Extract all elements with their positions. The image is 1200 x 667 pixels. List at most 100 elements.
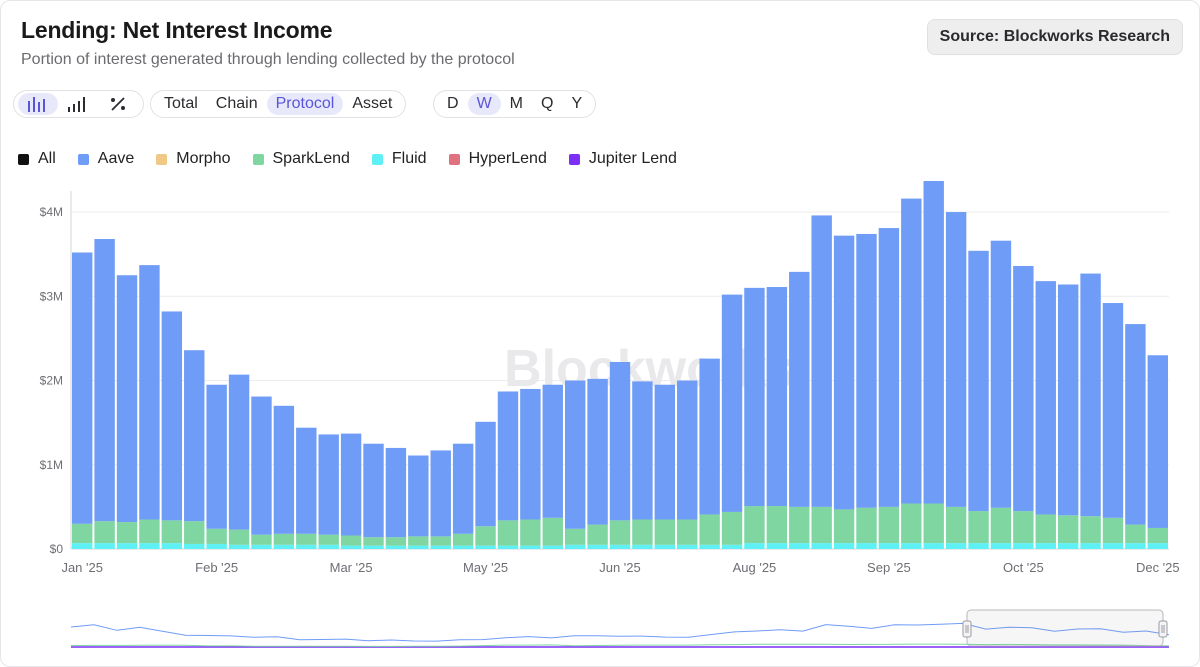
legend-swatch bbox=[568, 153, 580, 165]
legend-item-morpho[interactable]: Morpho bbox=[156, 150, 231, 168]
bar-fluid bbox=[497, 545, 519, 549]
bar-fluid bbox=[699, 544, 720, 549]
bar-aave bbox=[184, 350, 205, 522]
navigator-handle-left[interactable] bbox=[962, 620, 972, 638]
bar-sparklend bbox=[564, 528, 586, 545]
legend-label: HyperLend bbox=[468, 150, 547, 167]
bar-fluid bbox=[945, 543, 967, 549]
navigator-selection bbox=[966, 609, 1164, 647]
interval-year[interactable]: Y bbox=[571, 95, 583, 112]
tab-total[interactable]: Total bbox=[164, 95, 198, 112]
bar-chart-button[interactable] bbox=[18, 93, 58, 115]
y-tick-label: $2M bbox=[40, 374, 63, 388]
bar-sparklend bbox=[1013, 511, 1034, 544]
bar-fluid bbox=[408, 545, 429, 549]
tab-asset[interactable]: Asset bbox=[352, 95, 393, 112]
cumulative-bar-icon bbox=[68, 97, 85, 112]
interval-week[interactable]: W bbox=[467, 93, 501, 115]
bar-aave bbox=[1147, 355, 1168, 528]
percent-icon bbox=[111, 97, 125, 111]
bar-sparklend bbox=[856, 507, 877, 544]
bar-sparklend bbox=[677, 519, 698, 545]
bar-aave bbox=[139, 265, 160, 520]
legend-item-hyperlend[interactable]: HyperLend bbox=[448, 150, 547, 168]
bar-aave bbox=[1125, 324, 1146, 525]
tab-protocol[interactable]: Protocol bbox=[266, 93, 344, 115]
bar-fluid bbox=[1102, 543, 1124, 549]
bar-fluid bbox=[766, 543, 788, 549]
bar-aave bbox=[1013, 265, 1034, 512]
bar-aave bbox=[475, 421, 496, 527]
bar-aave bbox=[789, 271, 810, 507]
bar-sparklend bbox=[363, 537, 384, 546]
bar-fluid bbox=[744, 543, 765, 549]
legend-label: SparkLend bbox=[272, 150, 350, 167]
bar-chart-icon bbox=[28, 97, 45, 112]
percent-button[interactable] bbox=[98, 93, 138, 115]
bar-fluid bbox=[542, 545, 563, 549]
source-badge[interactable]: Source: Blockworks Research bbox=[926, 19, 1183, 55]
bar-fluid bbox=[72, 543, 93, 549]
range-navigator[interactable] bbox=[1, 601, 1200, 656]
interval-month[interactable]: M bbox=[509, 95, 523, 112]
y-tick-label: $4M bbox=[40, 205, 63, 219]
x-tick-label: Jan '25 bbox=[61, 560, 103, 575]
bar-aave bbox=[161, 311, 183, 521]
bar-aave bbox=[878, 228, 900, 507]
bar-sparklend bbox=[452, 533, 474, 546]
bar-aave bbox=[72, 252, 93, 524]
bar-fluid bbox=[1057, 543, 1079, 549]
bar-fluid bbox=[273, 544, 295, 549]
navigator-line bbox=[70, 622, 1170, 642]
bar-sparklend bbox=[475, 526, 496, 546]
bar-fluid bbox=[677, 544, 698, 549]
bar-fluid bbox=[184, 543, 205, 549]
bar-aave bbox=[677, 380, 698, 520]
navigator-line bbox=[70, 643, 1170, 647]
x-tick-label: May '25 bbox=[463, 560, 508, 575]
bar-aave bbox=[766, 287, 788, 507]
bar-sparklend bbox=[1057, 515, 1079, 544]
y-tick-label: $0 bbox=[50, 542, 64, 556]
bar-aave bbox=[744, 287, 765, 507]
bar-aave bbox=[318, 434, 339, 535]
navigator-handle-right[interactable] bbox=[1158, 620, 1168, 638]
interval-day[interactable]: D bbox=[447, 95, 459, 112]
legend-item-aave[interactable]: Aave bbox=[77, 150, 134, 168]
bar-aave bbox=[228, 374, 250, 530]
bar-sparklend bbox=[273, 533, 295, 545]
legend-item-fluid[interactable]: Fluid bbox=[371, 150, 427, 168]
bar-aave bbox=[968, 250, 989, 512]
legend-label: Jupiter Lend bbox=[588, 150, 677, 167]
interval-quarter[interactable]: Q bbox=[541, 95, 554, 112]
cumulative-bar-button[interactable] bbox=[58, 93, 98, 115]
bar-fluid bbox=[430, 545, 451, 549]
bar-sparklend bbox=[878, 506, 900, 544]
bar-sparklend bbox=[184, 521, 205, 544]
bar-aave bbox=[206, 384, 227, 529]
bar-fluid bbox=[968, 543, 989, 549]
bar-fluid bbox=[385, 545, 407, 549]
bar-fluid bbox=[654, 544, 676, 549]
bar-aave bbox=[811, 215, 832, 507]
bar-aave bbox=[856, 233, 877, 508]
tab-chain[interactable]: Chain bbox=[215, 95, 258, 112]
bar-sparklend bbox=[1125, 524, 1146, 544]
bar-aave bbox=[609, 361, 631, 521]
bar-fluid bbox=[318, 544, 339, 549]
legend-swatch bbox=[252, 153, 264, 165]
bar-aave bbox=[542, 384, 563, 518]
groupby-tabs: Total Chain Protocol Asset bbox=[150, 90, 407, 118]
legend-item-jupiter-lend[interactable]: Jupiter Lend bbox=[568, 150, 677, 168]
legend-item-all[interactable]: All bbox=[18, 150, 56, 168]
bar-sparklend bbox=[901, 503, 922, 544]
bar-aave bbox=[990, 240, 1012, 508]
bar-fluid bbox=[564, 544, 586, 549]
x-tick-label: Jun '25 bbox=[599, 560, 641, 575]
legend-label: Morpho bbox=[176, 150, 231, 167]
bar-aave bbox=[564, 380, 586, 529]
legend-label: All bbox=[38, 150, 56, 167]
bar-fluid bbox=[901, 543, 922, 549]
legend-item-sparklend[interactable]: SparkLend bbox=[252, 150, 350, 168]
